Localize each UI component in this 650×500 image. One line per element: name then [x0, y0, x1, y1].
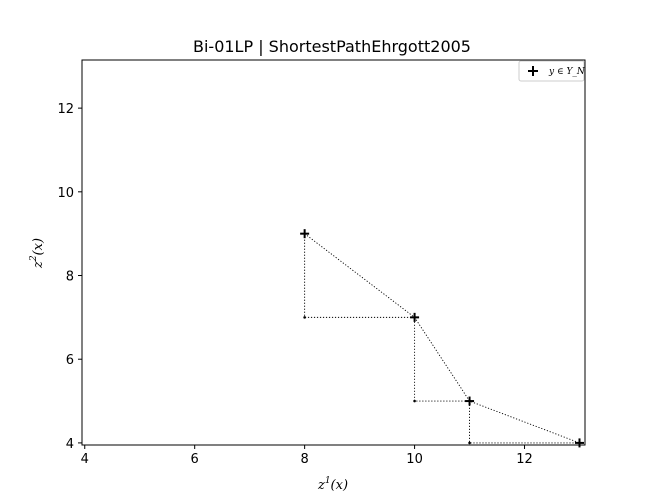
chart-title: Bi-01LP | ShortestPathEhrgott2005: [193, 37, 471, 56]
nondominated-point: [410, 312, 420, 322]
x-tick-label: 12: [516, 452, 533, 467]
corner-point: [468, 441, 471, 445]
y-axis-ticks: 4 6 8 10 12: [57, 102, 82, 452]
nondominated-point: [575, 438, 585, 448]
frontier-lines: [303, 233, 580, 445]
x-tick-label: 6: [191, 452, 199, 467]
corner-point: [303, 316, 306, 319]
y-tick-label: 10: [57, 186, 74, 201]
corner-point: [413, 399, 416, 403]
y-tick-label: 4: [66, 437, 74, 452]
legend-marker-plus: [528, 66, 538, 76]
x-axis-label: z1(x): [317, 476, 348, 493]
y-tick-label: 12: [57, 102, 74, 117]
legend-entry-label: y ∈ Y_N: [548, 67, 586, 77]
x-tick-label: 10: [406, 452, 423, 467]
x-axis-ticks: 4 6 8 10 12: [81, 445, 533, 467]
y-tick-label: 6: [66, 353, 74, 368]
x-tick-label: 8: [300, 452, 308, 467]
legend: y ∈ Y_N: [518, 60, 586, 82]
y-tick-label: 8: [66, 270, 74, 285]
nondominated-point: [465, 396, 475, 406]
plot-frame: [81, 59, 586, 446]
frontier-line: [304, 233, 580, 444]
scatter-points: [300, 229, 585, 448]
y-axis-label: z2(x): [29, 238, 46, 269]
legend-box: [518, 60, 585, 82]
x-tick-label: 4: [81, 452, 89, 467]
nondominated-point: [300, 229, 310, 239]
